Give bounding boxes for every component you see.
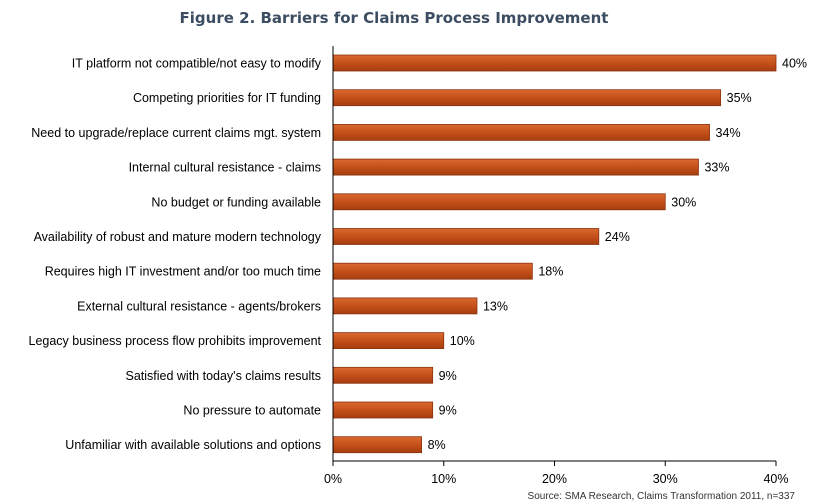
category-label: Unfamiliar with available solutions and … xyxy=(65,438,321,452)
bar xyxy=(332,401,434,419)
category-label: IT platform not compatible/not easy to m… xyxy=(72,57,322,71)
value-label: 9% xyxy=(439,369,457,383)
value-label: 35% xyxy=(727,91,752,105)
value-label: 34% xyxy=(716,126,741,140)
bar xyxy=(332,89,722,107)
category-label: No pressure to automate xyxy=(183,404,321,418)
category-label: Internal cultural resistance - claims xyxy=(129,161,321,175)
bar xyxy=(332,332,445,350)
bar xyxy=(332,158,699,176)
category-label: No budget or funding available xyxy=(151,195,321,209)
bar xyxy=(332,124,710,141)
bars xyxy=(332,54,777,454)
category-label: Availability of robust and mature modern… xyxy=(34,230,322,244)
category-label: Competing priorities for IT funding xyxy=(133,91,321,105)
x-tick-label: 0% xyxy=(324,472,342,486)
category-label: Satisfied with today's claims results xyxy=(125,369,321,383)
bar xyxy=(332,54,777,72)
bar xyxy=(332,436,422,454)
x-tick-label: 40% xyxy=(763,472,788,486)
value-label: 30% xyxy=(671,195,696,209)
category-label: Requires high IT investment and/or too m… xyxy=(45,265,321,279)
x-tick-label: 10% xyxy=(431,472,456,486)
value-label: 10% xyxy=(450,334,475,348)
category-label: Need to upgrade/replace current claims m… xyxy=(31,126,321,140)
value-label: 18% xyxy=(538,265,563,279)
chart-title: Figure 2. Barriers for Claims Process Im… xyxy=(180,9,609,27)
value-label: 9% xyxy=(439,404,457,418)
value-label: 24% xyxy=(605,230,630,244)
x-tick-label: 30% xyxy=(653,472,678,486)
category-labels: IT platform not compatible/not easy to m… xyxy=(29,57,322,453)
bar xyxy=(332,193,666,211)
value-label: 40% xyxy=(782,57,807,71)
bar xyxy=(332,297,478,315)
value-label: 8% xyxy=(428,438,446,452)
category-label: External cultural resistance - agents/br… xyxy=(77,299,321,313)
bar xyxy=(332,366,434,384)
bar xyxy=(332,262,533,280)
value-label: 13% xyxy=(483,299,508,313)
source-note: Source: SMA Research, Claims Transformat… xyxy=(528,491,796,502)
bar xyxy=(332,228,600,245)
value-labels: 40% 35% 34% 33% 30% 24% 18% 13% 10% 9% 9% 8% xyxy=(428,57,807,453)
x-axis-ticks: 0% 10% 20% 30% 40% xyxy=(324,461,789,486)
x-tick-label: 20% xyxy=(542,472,567,486)
category-label: Legacy business process flow prohibits i… xyxy=(29,334,322,348)
value-label: 33% xyxy=(704,161,729,175)
